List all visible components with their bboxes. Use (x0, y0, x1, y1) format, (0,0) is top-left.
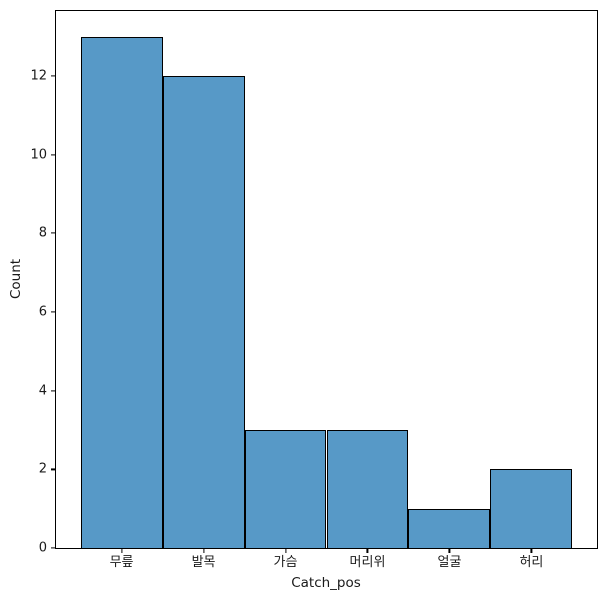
bar-머리위 (326, 429, 409, 548)
y-tick-label: 8 (38, 225, 47, 241)
y-tick-label: 10 (30, 147, 47, 163)
x-tick-label: 허리 (519, 555, 544, 570)
plot-area: 무릎 발목 가슴 머리위 얼굴 허리 0 2 4 6 8 10 12 (30, 10, 598, 570)
y-tick-label: 2 (38, 461, 47, 477)
x-tick-mark (120, 549, 123, 553)
x-tick-label: 발목 (191, 555, 216, 570)
y-tick-mark (51, 468, 55, 470)
x-tick-mark (448, 549, 451, 553)
x-tick-mark (284, 549, 287, 553)
y-tick-mark (51, 232, 55, 234)
x-tick-label: 머리위 (349, 555, 386, 570)
x-tick-mark (366, 549, 369, 553)
y-tick-label: 6 (38, 304, 47, 320)
x-tick-mark (202, 549, 205, 553)
bar-발목 (162, 75, 245, 548)
y-tick-mark (51, 75, 55, 77)
y-axis-label: Count (8, 258, 24, 300)
y-tick-mark (51, 153, 55, 156)
x-tick-label: 무릎 (109, 555, 134, 570)
bar-무릎 (80, 36, 163, 548)
y-tick-label: 12 (30, 68, 47, 84)
y-tick-label: 0 (38, 540, 47, 556)
x-tick-label: 가슴 (273, 555, 298, 570)
y-tick-label: 4 (38, 383, 47, 399)
y-tick-mark (51, 311, 55, 313)
x-tick-mark (530, 549, 533, 553)
x-axis-label: Catch_pos (291, 575, 361, 591)
x-tick-label: 얼굴 (437, 555, 462, 570)
bar-허리 (490, 469, 573, 548)
y-tick-mark (51, 390, 55, 392)
y-tick-mark (51, 547, 55, 549)
bar-얼굴 (408, 508, 491, 548)
bar-가슴 (244, 429, 327, 548)
